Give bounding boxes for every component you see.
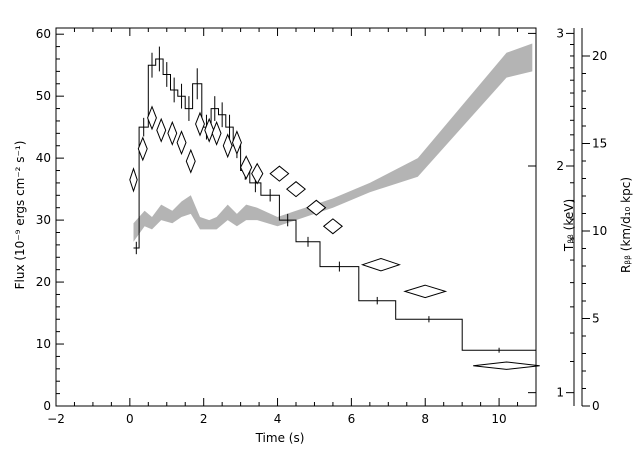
temperature-diamond-layer (129, 105, 540, 370)
temperature-diamond (204, 117, 215, 143)
x-tick-label: 8 (421, 412, 429, 426)
y-tick-label: 30 (36, 213, 51, 227)
y-axis-title: Flux (10⁻⁹ ergs cm⁻² s⁻¹) (13, 141, 27, 290)
temperature-diamond (156, 117, 167, 143)
radius-tick-label: 10 (592, 224, 607, 238)
temperature-tick-label: 1 (556, 386, 564, 400)
temperature-tick-label: 3 (556, 26, 564, 40)
y-tick-label: 20 (36, 275, 51, 289)
temperature-diamond (231, 130, 242, 156)
x-tick-label: 4 (274, 412, 282, 426)
x-tick-label: −2 (47, 412, 65, 426)
x-tick-label: 6 (348, 412, 356, 426)
temperature-diamond (322, 218, 344, 235)
temperature-diamond (211, 120, 222, 146)
temperature-diamond (129, 167, 138, 193)
x-tick-label: 10 (491, 412, 506, 426)
temperature-axis-title: Tᵦᵦ (keV) (562, 199, 576, 252)
radius-axis-title: Rᵦᵦ (km/d₁₀ kpc) (619, 177, 633, 273)
x-tick-label: 0 (126, 412, 134, 426)
temperature-diamond (286, 181, 306, 198)
y-tick-label: 50 (36, 89, 51, 103)
y-tick-label: 40 (36, 151, 51, 165)
temperature-diamond (240, 155, 253, 180)
temperature-diamond (185, 148, 196, 174)
radius-band-layer (133, 43, 533, 242)
temperature-diamond (403, 284, 448, 299)
y-tick-label: 10 (36, 337, 51, 351)
radius-band (133, 43, 533, 242)
temperature-diamond (473, 361, 540, 370)
temperature-diamond (360, 257, 401, 272)
y-tick-label: 0 (43, 399, 51, 413)
x-axis-title: Time (s) (255, 431, 305, 445)
temperature-diamond (176, 130, 187, 156)
temperature-diamond (269, 165, 290, 182)
temperature-diamond (195, 111, 205, 137)
radius-tick-label: 5 (592, 312, 600, 326)
temperature-diamond (251, 162, 264, 185)
flux-step-layer (133, 46, 536, 353)
temperature-tick-label: 2 (556, 159, 564, 173)
temperature-diamond (147, 105, 157, 131)
y-tick-label: 60 (36, 27, 51, 41)
radius-tick-label: 0 (592, 399, 600, 413)
radius-tick-label: 15 (592, 137, 607, 151)
temperature-diamond (167, 120, 178, 146)
x-tick-label: 2 (200, 412, 208, 426)
radius-tick-label: 20 (592, 49, 607, 63)
temperature-diamond (137, 136, 148, 162)
temperature-diamond (306, 199, 327, 216)
temperature-diamond (222, 133, 233, 159)
